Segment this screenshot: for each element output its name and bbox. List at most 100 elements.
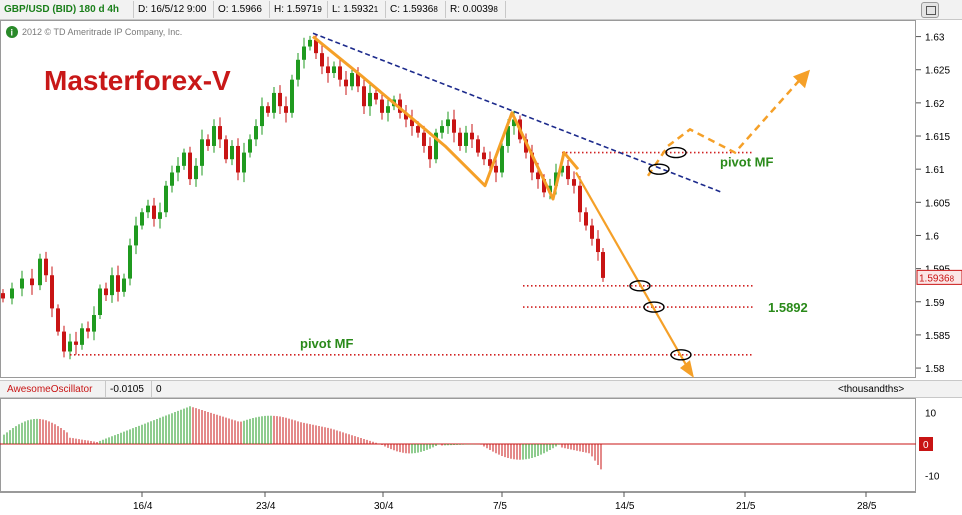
pivot-label-lower: pivot MF	[300, 336, 353, 351]
candle-body	[122, 278, 126, 292]
candle-body	[98, 288, 102, 316]
candle-body	[278, 92, 282, 107]
candle-body	[200, 139, 204, 166]
candle-body	[458, 132, 462, 146]
candle-body	[140, 212, 144, 226]
candle-body	[536, 172, 540, 180]
oscillator-tick-label: 10	[925, 409, 937, 420]
candle-body	[440, 126, 444, 133]
candle-body	[116, 275, 120, 292]
candle-body	[146, 205, 150, 213]
candle-body	[554, 172, 558, 186]
marker-ellipse-support-1	[629, 280, 651, 292]
high-readout: H: 1.59719	[270, 1, 328, 18]
info-icon[interactable]	[6, 26, 18, 38]
candle-body	[128, 245, 132, 279]
time-tick-label: 21/5	[736, 501, 756, 512]
candle-body	[176, 165, 180, 173]
candle-body	[422, 132, 426, 146]
time-tick-label: 23/4	[256, 501, 276, 512]
candle-body	[578, 185, 582, 213]
price-tick-label: 1.59	[925, 298, 945, 309]
price-tick-label: 1.62	[925, 99, 945, 110]
projection-up	[646, 78, 801, 177]
marker-ellipse-trendline	[648, 163, 670, 175]
level-label-1-5892: 1.5892	[768, 300, 808, 315]
open-readout: O: 1.5966	[214, 1, 270, 18]
header-bar	[0, 0, 962, 20]
symbol-label[interactable]: GBP/USD (BID) 180 d 4h	[0, 1, 134, 18]
time-tick-label: 16/4	[133, 501, 153, 512]
time-tick-label: 28/5	[857, 501, 877, 512]
candle-body	[512, 119, 516, 127]
candle-body	[362, 86, 366, 107]
candle-body	[572, 179, 576, 186]
oscillator-extra: 0	[156, 384, 162, 395]
oscillator-bars	[3, 406, 602, 470]
candle-body	[530, 152, 534, 173]
candle-body	[62, 331, 66, 352]
price-tick-label: 1.6	[925, 231, 939, 242]
candle-body	[410, 119, 414, 127]
candle-body	[50, 275, 54, 309]
candle-body	[272, 92, 276, 113]
candle-body	[404, 112, 408, 120]
candle-body	[548, 185, 552, 193]
candle-body	[320, 53, 324, 67]
projection-down	[575, 171, 687, 366]
oscillator-zero-label: 0	[923, 440, 929, 451]
candle-body	[44, 258, 48, 276]
wave-zigzag	[312, 35, 580, 201]
candle-body	[494, 165, 498, 173]
candle-body	[590, 225, 594, 239]
price-tick-label: 1.625	[925, 66, 950, 77]
candle-body	[164, 185, 168, 213]
marker-ellipse-support-2	[643, 301, 665, 313]
candle-body	[596, 238, 600, 253]
oscillator-value: -0.0105	[110, 384, 144, 395]
candle-body	[254, 126, 258, 140]
candle-body	[158, 212, 162, 219]
candle-body	[38, 258, 42, 286]
copyright-text: 2012 © TD Ameritrade IP Company, Inc.	[22, 27, 182, 37]
close-readout: C: 1.59368	[386, 1, 446, 18]
candle-body	[284, 106, 288, 113]
marker-ellipse-upper-pivot	[665, 146, 687, 159]
candle-body	[584, 212, 588, 226]
date-readout: D: 16/5/12 9:00	[134, 1, 214, 18]
time-tick-label: 7/5	[493, 501, 507, 512]
candle-body	[452, 119, 456, 133]
descending-trendline	[312, 32, 723, 194]
candle-body	[80, 328, 84, 345]
time-tick-label: 30/4	[374, 501, 394, 512]
oscillator-name: AwesomeOscillator	[7, 384, 93, 395]
candle-body	[470, 132, 474, 140]
candle-body	[296, 59, 300, 80]
oscillator-tick-label: -10	[925, 471, 940, 482]
price-tick-label: 1.605	[925, 198, 950, 209]
candle-body	[30, 278, 34, 286]
restore-button[interactable]	[921, 2, 939, 18]
candle-body	[218, 126, 222, 140]
range-readout: R: 0.00398	[446, 1, 506, 18]
oscillator-zero-tag	[919, 437, 933, 451]
time-tick-label: 14/5	[615, 501, 635, 512]
candle-body	[488, 159, 492, 166]
price-tick-label: 1.58	[925, 364, 945, 375]
candle-body	[356, 73, 360, 87]
price-tick-label: 1.585	[925, 331, 950, 342]
candle-body	[92, 315, 96, 332]
price-tick-label: 1.615	[925, 132, 950, 143]
info-icon-glyph: i	[11, 28, 14, 38]
watermark-title: Masterforex-V	[44, 65, 231, 96]
candle-body	[104, 288, 108, 296]
candle-body	[152, 205, 156, 219]
candle-body	[500, 145, 504, 173]
current-price-tag	[916, 269, 962, 285]
candle-body	[601, 252, 605, 278]
marker-ellipse-lower-pivot	[670, 349, 692, 361]
candle-body	[368, 92, 372, 107]
candle-body	[542, 179, 546, 193]
